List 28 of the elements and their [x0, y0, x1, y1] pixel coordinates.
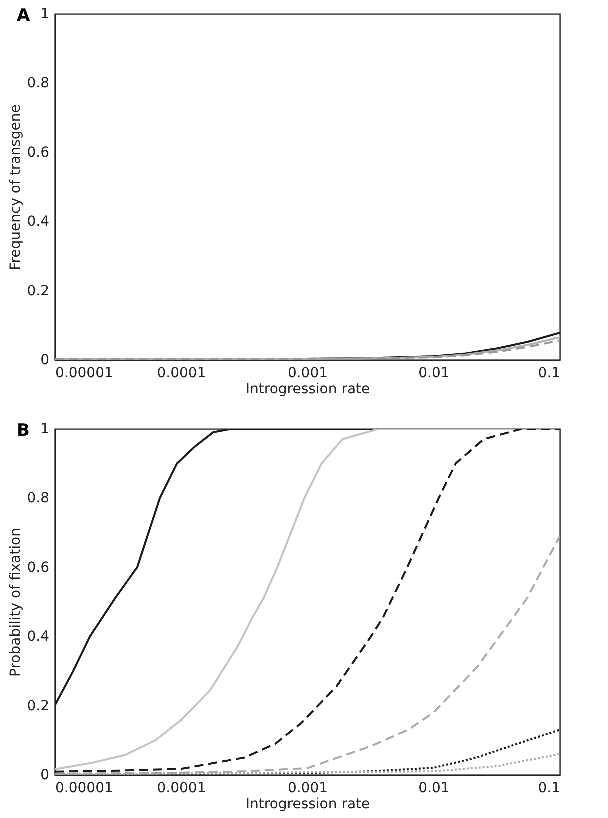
y-tick-label: 0.2: [27, 283, 50, 300]
x-tick-label: 0.00001: [56, 366, 114, 382]
x-axis-title: Introgression rate: [246, 796, 370, 812]
x-axis-title: Introgression rate: [246, 382, 370, 398]
chart-title: A: [17, 6, 31, 26]
y-tick-label: 0.4: [27, 214, 50, 230]
x-tick-label: 0.0001: [157, 366, 206, 382]
x-tick-label: 0.00001: [56, 780, 114, 796]
y-axis-title: Probability of fixation: [8, 528, 24, 677]
y-tick-label: 0.4: [27, 629, 50, 646]
x-tick-label: 0.001: [288, 780, 328, 796]
y-tick-label: 1: [40, 6, 50, 22]
y-tick-label: 0.6: [27, 144, 50, 161]
x-tick-label: 0.1: [538, 780, 560, 796]
y-tick-label: 0.2: [27, 698, 50, 714]
x-tick-label: 0.01: [418, 366, 450, 382]
y-tick-label: 0.6: [27, 560, 50, 576]
y-tick-label: 0: [40, 352, 50, 368]
y-tick-label: 0.8: [27, 76, 50, 92]
y-tick-label: 0.8: [27, 490, 50, 507]
y-axis-title: Frequency of transgene: [8, 104, 24, 270]
x-tick-label: 0.1: [538, 366, 560, 382]
x-tick-label: 0.001: [288, 366, 328, 382]
y-tick-label: 0: [40, 768, 50, 784]
chart-title: B: [17, 421, 30, 441]
x-tick-label: 0.0001: [157, 780, 206, 796]
y-tick-label: 1: [40, 422, 50, 438]
x-tick-label: 0.01: [418, 780, 450, 796]
